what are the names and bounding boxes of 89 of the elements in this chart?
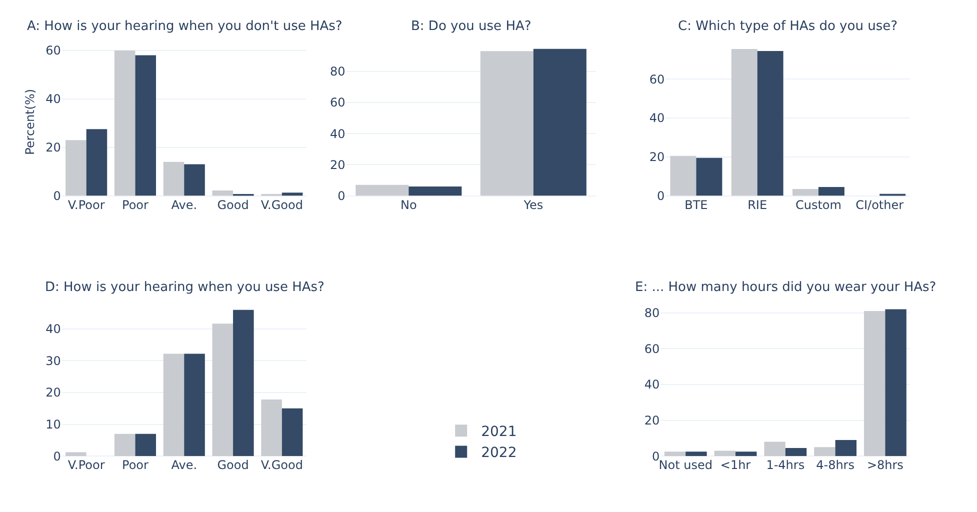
bar bbox=[757, 50, 784, 196]
chart-title: D: How is your hearing when you use HAs? bbox=[45, 280, 324, 295]
bar bbox=[184, 354, 205, 456]
bar bbox=[714, 450, 736, 456]
x-tick-label: Ave. bbox=[171, 198, 198, 212]
y-tick-label: 0 bbox=[53, 188, 61, 203]
bar bbox=[764, 442, 786, 456]
x-tick-label: Poor bbox=[122, 458, 148, 472]
chart-title: A: How is your hearing when you don't use HAs? bbox=[27, 19, 342, 34]
x-tick-label: V.Poor bbox=[68, 198, 105, 212]
x-tick-label: 4-8hrs bbox=[816, 458, 854, 472]
x-tick-label: BTE bbox=[684, 198, 708, 212]
x-tick-label: Poor bbox=[122, 198, 148, 212]
y-tick-label: 40 bbox=[644, 378, 660, 392]
bar bbox=[664, 452, 686, 456]
bar bbox=[356, 184, 409, 196]
x-tick-label: CI/other bbox=[856, 198, 904, 212]
bar bbox=[163, 162, 184, 196]
bar bbox=[233, 310, 254, 456]
x-tick-label: V.Good bbox=[260, 198, 303, 212]
x-tick-label: RIE bbox=[748, 198, 768, 212]
bar bbox=[736, 452, 757, 456]
y-tick-label: 60 bbox=[46, 44, 61, 58]
bar bbox=[135, 55, 156, 196]
bar bbox=[184, 164, 205, 196]
bar bbox=[792, 188, 818, 196]
y-tick-label: 20 bbox=[46, 386, 61, 400]
bar bbox=[212, 324, 234, 456]
x-tick-label: No bbox=[400, 198, 417, 212]
chart-title: C: Which type of HAs do you use? bbox=[678, 19, 898, 34]
chart-title: E: ... How many hours did you wear your HAs? bbox=[635, 280, 936, 295]
bar bbox=[835, 440, 856, 456]
y-tick-label: 20 bbox=[644, 413, 660, 428]
y-tick-label: 30 bbox=[46, 354, 61, 368]
x-tick-label: Custom bbox=[795, 198, 842, 212]
bar bbox=[66, 140, 86, 196]
y-tick-label: 40 bbox=[46, 92, 61, 106]
bar bbox=[114, 434, 136, 456]
y-tick-label: 60 bbox=[644, 342, 660, 356]
x-tick-label: Yes bbox=[522, 198, 544, 212]
y-tick-label: 0 bbox=[657, 188, 665, 203]
x-tick-label: >8hrs bbox=[866, 458, 904, 472]
bar bbox=[731, 49, 758, 196]
bar bbox=[686, 452, 707, 456]
bar bbox=[533, 48, 586, 196]
y-tick-label: 0 bbox=[53, 449, 61, 464]
bar bbox=[864, 311, 886, 456]
bar bbox=[261, 400, 282, 456]
bar bbox=[282, 408, 303, 456]
y-tick-label: 10 bbox=[46, 418, 61, 432]
y-tick-label: 40 bbox=[46, 322, 61, 336]
y-tick-label: 60 bbox=[330, 96, 346, 110]
x-tick-label: V.Poor bbox=[68, 458, 105, 472]
y-axis-title: Percent(%) bbox=[22, 88, 37, 155]
bar bbox=[785, 448, 807, 456]
legend-label: 2022 bbox=[481, 445, 517, 462]
x-tick-label: Ave. bbox=[171, 458, 198, 472]
y-tick-label: 40 bbox=[649, 111, 665, 126]
y-tick-label: 20 bbox=[46, 140, 61, 155]
bar bbox=[163, 354, 184, 456]
x-tick-label: <1hr bbox=[720, 458, 751, 472]
bar bbox=[818, 187, 844, 196]
bar bbox=[814, 447, 836, 456]
x-tick-label: 1-4hrs bbox=[766, 458, 805, 472]
bar bbox=[282, 192, 303, 196]
bar bbox=[670, 156, 696, 196]
bar bbox=[408, 186, 462, 196]
legend-label: 2021 bbox=[481, 424, 517, 440]
y-tick-label: 0 bbox=[338, 188, 346, 203]
x-tick-label: Good bbox=[217, 458, 249, 472]
y-tick-label: 40 bbox=[330, 126, 346, 141]
bar bbox=[114, 50, 136, 196]
bar bbox=[66, 452, 86, 456]
x-tick-label: V.Good bbox=[260, 458, 303, 472]
bar bbox=[135, 434, 156, 456]
bar bbox=[86, 129, 108, 196]
x-tick-label: Good bbox=[217, 198, 249, 212]
y-tick-label: 20 bbox=[649, 150, 665, 164]
y-tick-label: 80 bbox=[330, 64, 346, 79]
bar bbox=[885, 309, 906, 456]
bar bbox=[480, 51, 534, 196]
y-tick-label: 0 bbox=[652, 449, 660, 464]
chart-title: B: Do you use HA? bbox=[411, 19, 532, 34]
x-tick-label: Not used bbox=[658, 458, 712, 472]
y-tick-label: 80 bbox=[644, 306, 660, 320]
y-tick-label: 60 bbox=[649, 72, 665, 86]
bar bbox=[696, 158, 722, 196]
y-tick-label: 20 bbox=[330, 158, 346, 172]
bar bbox=[212, 190, 234, 196]
